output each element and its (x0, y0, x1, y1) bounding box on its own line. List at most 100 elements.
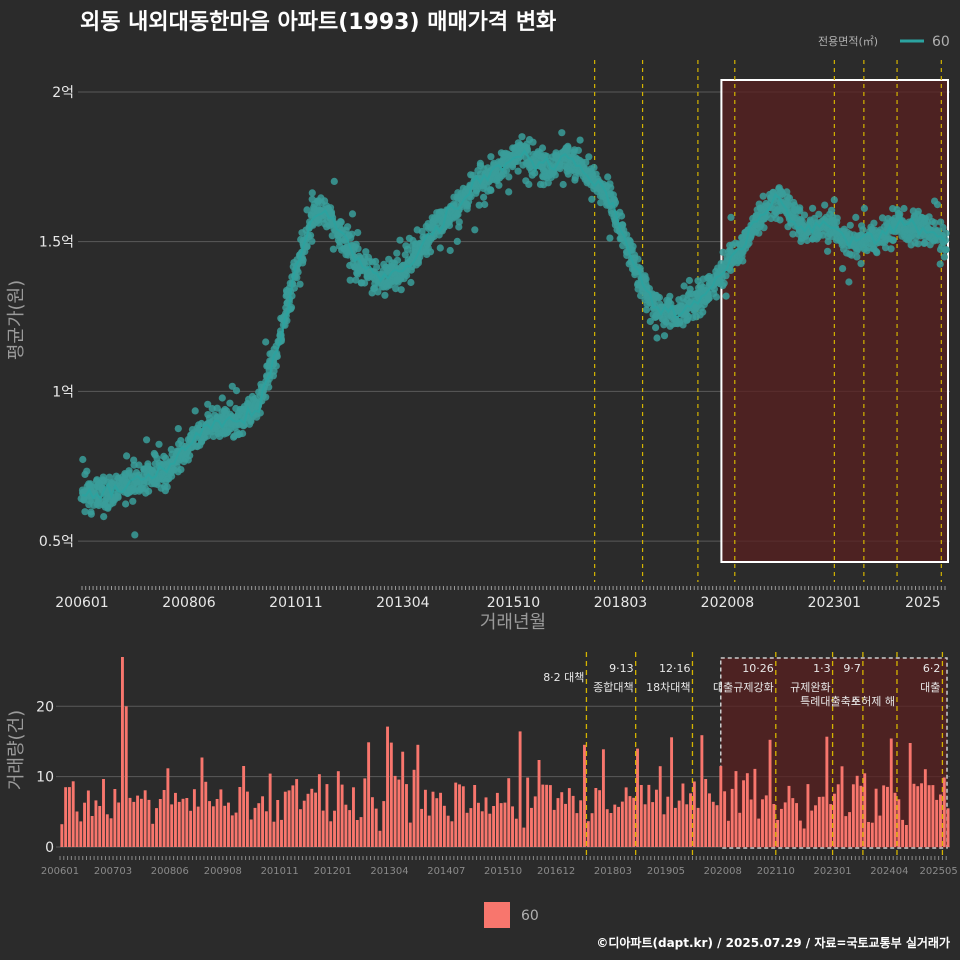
volume-x-tick-label: 200806 (151, 866, 189, 877)
price-point (889, 236, 897, 244)
price-point (558, 129, 566, 137)
price-point (407, 278, 415, 287)
volume-bar (817, 796, 821, 847)
volume-bar (601, 749, 605, 847)
volume-bar (151, 823, 155, 847)
volume-bar (783, 802, 787, 847)
volume-bar (700, 735, 704, 847)
price-point (597, 199, 605, 207)
chart-title: 외동 내외대동한마음 아파트(1993) 매매가격 변화 (80, 10, 556, 35)
volume-bar (344, 804, 348, 847)
volume-bar (499, 803, 503, 847)
volume-bar (480, 811, 484, 847)
price-point (914, 207, 922, 215)
volume-bar (548, 785, 552, 847)
price-point (393, 249, 401, 257)
volume-x-tick-label: 201803 (594, 866, 632, 877)
price-point (414, 259, 422, 267)
price-point (326, 204, 335, 212)
volume-x-tick-label: 201612 (537, 866, 575, 877)
volume-bar (230, 815, 234, 847)
price-point (135, 461, 143, 469)
volume-bar (802, 828, 806, 847)
price-point (662, 317, 670, 326)
policy-date-label: 1·3 (813, 662, 831, 675)
volume-bar (162, 790, 166, 847)
volume-bar (685, 804, 689, 847)
volume-bar (272, 821, 276, 847)
price-point (531, 169, 539, 177)
price-point (760, 224, 768, 232)
volume-bar (495, 792, 499, 847)
volume-bar (798, 820, 802, 847)
policy-name-label: 토허제 해 (851, 694, 895, 708)
price-point (900, 204, 908, 213)
volume-bar (904, 825, 908, 847)
volume-bar (651, 802, 655, 847)
price-point (660, 332, 669, 340)
volume-bar (878, 815, 882, 847)
price-point (722, 272, 730, 280)
volume-bar (192, 789, 196, 847)
volume-bar (295, 779, 299, 847)
volume-bar (166, 768, 170, 847)
volume-legend-label: 60 (521, 908, 539, 924)
price-point (634, 255, 642, 263)
volume-bar (249, 819, 253, 847)
price-point (481, 200, 489, 209)
volume-bar (829, 804, 833, 847)
price-point (642, 306, 651, 314)
volume-bar (893, 792, 897, 847)
volume-bar (200, 757, 204, 847)
volume-bar (442, 805, 446, 847)
volume-bar (511, 806, 514, 847)
volume-bar (617, 806, 621, 847)
volume-bar (514, 818, 518, 847)
price-point (940, 253, 949, 261)
volume-bar (215, 799, 219, 847)
price-point (607, 184, 615, 192)
price-point (168, 472, 176, 480)
price-point (574, 146, 583, 154)
volume-bar (310, 788, 314, 847)
volume-bar (655, 789, 658, 847)
volume-bar (791, 798, 795, 847)
volume-bar (136, 795, 140, 847)
volume-bar (613, 804, 617, 847)
volume-bar (363, 778, 367, 847)
y-tick-label: 0.5억 (39, 534, 74, 550)
price-point (163, 483, 171, 491)
price-point (809, 204, 817, 212)
price-point (839, 265, 847, 273)
volume-x-tick-label: 201510 (484, 866, 522, 877)
price-point (337, 218, 345, 226)
volume-x-tick-label: 201304 (370, 866, 408, 877)
volume-bar (477, 802, 480, 847)
volume-bar (889, 738, 893, 847)
price-point (83, 467, 91, 475)
volume-bar (639, 785, 643, 847)
volume-bar (662, 814, 666, 847)
price-point (487, 153, 495, 161)
price-point (393, 256, 402, 264)
volume-bar (370, 797, 374, 847)
price-point (123, 452, 131, 460)
price-point (296, 280, 304, 288)
source-footer: ©디아파트(dapt.kr) / 2025.07.29 / 자료=국토교통부 실… (596, 935, 950, 950)
price-point (618, 212, 626, 220)
volume-bar (795, 803, 799, 847)
price-point (299, 256, 307, 264)
x-tick-label: 2025 (905, 595, 941, 611)
price-point (308, 189, 316, 197)
volume-bar (897, 799, 901, 847)
price-point (585, 153, 593, 161)
price-point (503, 166, 511, 175)
volume-bar (537, 760, 541, 847)
price-point (105, 473, 114, 481)
volume-bar (174, 792, 177, 847)
price-point (824, 247, 832, 255)
volume-bar (439, 792, 443, 847)
price-point (463, 200, 471, 209)
price-legend: 전용면적(㎡) 60 (818, 34, 950, 50)
volume-bar (810, 810, 814, 847)
